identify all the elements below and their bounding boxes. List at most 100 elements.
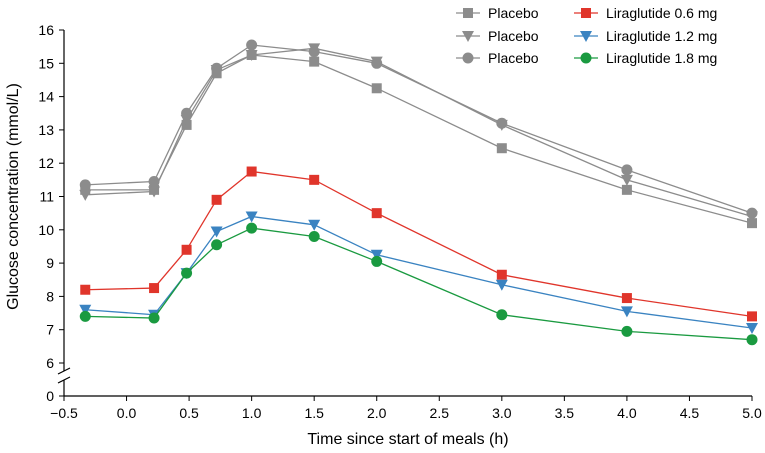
- data-point: [245, 49, 258, 61]
- x-axis-title: Time since start of meals (h): [307, 431, 508, 448]
- legend-item: Placebo: [456, 28, 539, 44]
- legend-item: Placebo: [456, 50, 539, 66]
- data-point: [80, 284, 91, 295]
- data-point: [79, 310, 91, 322]
- legend-label: Liraglutide 1.2 mg: [606, 28, 717, 44]
- y-tick-label: 15: [38, 55, 54, 71]
- series-line: [85, 215, 753, 329]
- data-point: [211, 239, 223, 251]
- legend-label: Placebo: [488, 28, 539, 44]
- x-tick-label: 0.0: [117, 405, 137, 421]
- data-point: [211, 194, 222, 205]
- y-tick-label: 8: [46, 288, 54, 304]
- legend-item: Liraglutide 1.8 mg: [574, 50, 717, 66]
- x-tick-label: 0.5: [179, 405, 199, 421]
- data-point: [246, 39, 258, 51]
- data-point: [308, 46, 320, 58]
- data-point: [79, 304, 92, 316]
- y-tick-label: 16: [38, 22, 54, 38]
- data-point: [79, 189, 92, 201]
- axis-break-line: [57, 367, 71, 375]
- y-ticks: 0 6 7 8 9 10 11 12 13 14 15 16: [38, 22, 64, 404]
- data-point: [148, 176, 160, 188]
- data-point: [747, 218, 757, 229]
- data-point: [370, 249, 383, 261]
- legend-label: Placebo: [488, 5, 539, 21]
- legend-label: Placebo: [488, 50, 539, 66]
- data-point: [181, 244, 192, 255]
- data-point: [495, 279, 508, 291]
- x-tick-label: −0.5: [50, 405, 78, 421]
- y-tick-label: 12: [38, 155, 54, 171]
- data-point: [621, 325, 633, 337]
- data-point: [746, 334, 758, 346]
- series-4: [80, 166, 757, 322]
- axes: −0.5 0.0 0.5 1.0 1.5 2.0 2.5 3.0 3.5 4.0 4.5 5.0 0 6…: [38, 22, 762, 421]
- data-point: [371, 83, 382, 94]
- data-point: [309, 174, 320, 185]
- series-line: [85, 47, 753, 218]
- data-point: [181, 267, 193, 279]
- data-point: [620, 306, 633, 318]
- legend: Placebo Placebo Placebo Liraglutide 0.6 mg L…: [456, 5, 717, 66]
- data-point: [211, 62, 223, 74]
- legend-marker: [581, 8, 591, 18]
- series-6: [79, 222, 758, 346]
- series-layer: [79, 39, 758, 346]
- legend-item: Placebo: [456, 5, 539, 21]
- data-point: [149, 283, 160, 294]
- x-tick-label: 2.0: [367, 405, 387, 421]
- data-point: [181, 107, 193, 119]
- y-tick-label: 0: [46, 388, 54, 404]
- data-point: [210, 226, 223, 238]
- data-point: [309, 56, 320, 67]
- y-tick-label: 7: [46, 322, 54, 338]
- series-line: [85, 44, 753, 214]
- legend-item: Liraglutide 1.2 mg: [574, 28, 717, 44]
- legend-marker: [462, 31, 474, 42]
- x-tick-label: 5.0: [742, 405, 762, 421]
- x-tick-label: 3.5: [555, 405, 575, 421]
- data-point: [148, 312, 160, 324]
- legend-label: Liraglutide 1.8 mg: [606, 50, 717, 66]
- data-point: [371, 255, 383, 267]
- data-point: [308, 230, 320, 242]
- data-point: [148, 186, 161, 198]
- y-axis-break-marker: [57, 367, 71, 384]
- data-point: [621, 164, 633, 176]
- x-ticks: −0.5 0.0 0.5 1.0 1.5 2.0 2.5 3.0 3.5 4.0 4.5 5.0: [50, 396, 762, 421]
- data-point: [246, 222, 258, 234]
- series-1: [80, 49, 757, 229]
- series-3: [79, 39, 758, 219]
- series-line: [85, 170, 753, 318]
- y-tick-label: 13: [38, 122, 54, 138]
- data-point: [746, 207, 758, 219]
- data-point: [245, 211, 258, 223]
- y-tick-label: 11: [39, 189, 54, 205]
- data-point: [746, 323, 758, 335]
- x-tick-label: 1.5: [304, 405, 324, 421]
- data-point: [371, 208, 382, 219]
- data-point: [620, 174, 633, 186]
- x-tick-label: 4.0: [617, 405, 637, 421]
- legend-marker: [463, 8, 473, 18]
- data-point: [496, 117, 508, 129]
- series-line: [85, 54, 753, 224]
- axis-break-line: [57, 376, 71, 384]
- y-tick-label: 9: [46, 255, 54, 271]
- x-tick-label: 2.5: [430, 405, 450, 421]
- y-tick-label: 14: [38, 89, 54, 105]
- legend-marker: [462, 52, 474, 64]
- y-tick-label: 10: [38, 222, 54, 238]
- data-point: [79, 179, 91, 191]
- x-tick-label: 1.0: [242, 405, 262, 421]
- y-axis-title: Glucose concentration (mmol/L): [5, 83, 22, 310]
- data-point: [496, 143, 507, 154]
- series-2: [79, 43, 758, 223]
- series-line: [85, 227, 753, 341]
- legend-marker: [580, 31, 592, 42]
- x-tick-label: 4.5: [680, 405, 700, 421]
- data-point: [621, 293, 632, 304]
- data-point: [496, 309, 508, 321]
